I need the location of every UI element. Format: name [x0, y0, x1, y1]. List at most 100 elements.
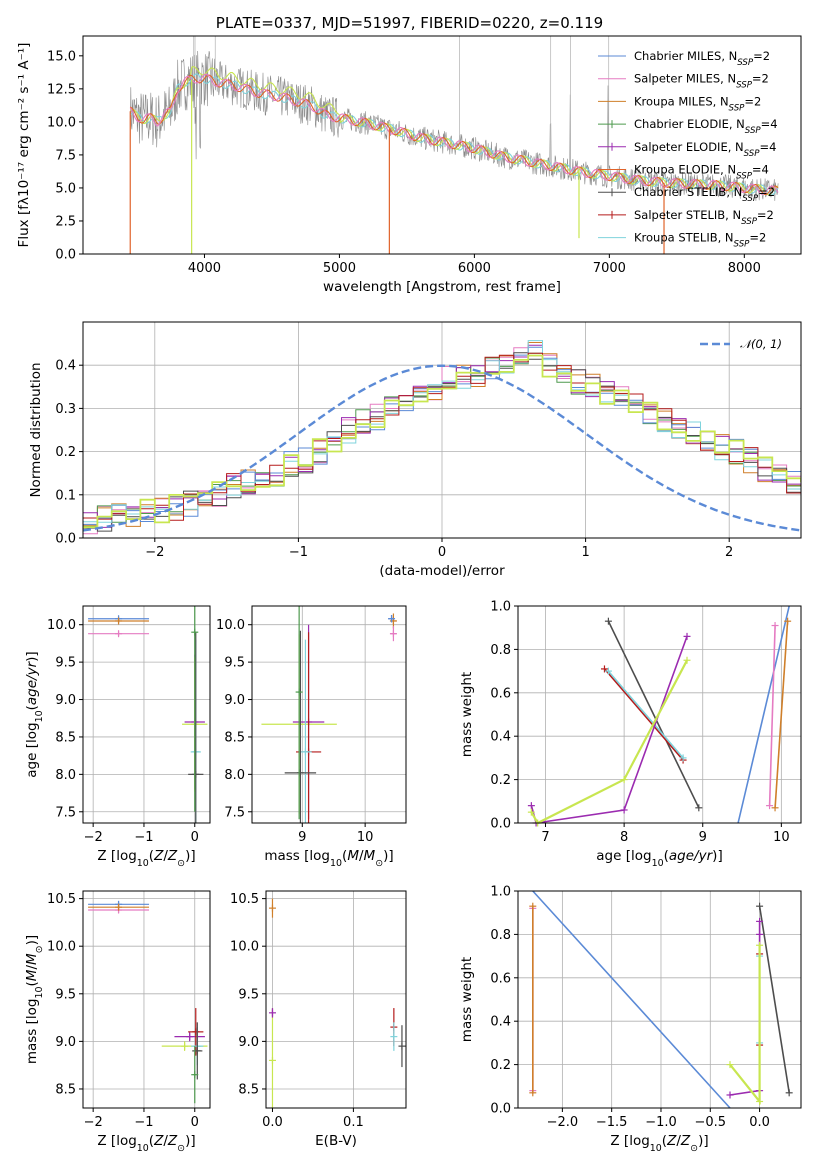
y-tick-label: 8.5 — [224, 730, 245, 745]
label-part: ⊙ — [34, 945, 45, 953]
label-part: ) — [698, 1133, 703, 1149]
y-tick-label: 0.2 — [55, 445, 76, 460]
weight-line — [768, 625, 776, 806]
y-tick-label: 9.0 — [224, 693, 245, 708]
label-part: e — [362, 279, 370, 295]
label-part: m — [264, 848, 277, 864]
legend-label-tail: =2 — [744, 94, 761, 108]
y-axis-label: mass weight — [459, 957, 475, 1042]
label-part: o — [491, 563, 499, 579]
y-tick-label: 0.0 — [490, 1102, 511, 1117]
y-tick-label: 9.5 — [238, 987, 259, 1002]
label-part: 10 — [34, 710, 45, 722]
weight-line — [607, 670, 684, 759]
label-part: g — [24, 761, 40, 770]
label-part: s — [499, 279, 506, 295]
weight-line — [729, 945, 761, 1105]
label-part: r — [450, 279, 456, 295]
weight-line — [737, 605, 790, 824]
y-tick-label: 5.0 — [55, 181, 76, 196]
x-tick-label: −1 — [134, 830, 153, 845]
label-part: ] — [190, 1133, 195, 1149]
label-part: i — [459, 979, 475, 983]
x-tick-label: −2 — [145, 545, 164, 560]
label-part: N — [28, 487, 44, 497]
plot-area — [88, 900, 208, 1104]
label-part: d — [385, 563, 394, 579]
legend-label-sub: SSP — [745, 126, 762, 136]
x-tick-label: −1.5 — [596, 1115, 628, 1130]
label-part: h — [459, 962, 475, 971]
legend-label-main: Kroupa ELODIE, N — [634, 163, 736, 177]
label-part: a — [596, 848, 604, 864]
residual-histogram — [83, 354, 801, 529]
label-part: u — [16, 227, 32, 236]
label-part: h — [459, 677, 475, 686]
label-part: A — [16, 60, 32, 70]
label-part: 1 — [16, 188, 32, 197]
label-part: o — [28, 371, 44, 379]
label-part: g — [379, 279, 388, 295]
axes-frame — [82, 35, 802, 255]
y-tick-label: 9.0 — [55, 693, 76, 708]
label-part: a — [407, 563, 415, 579]
y-tick-label: 12.5 — [47, 82, 76, 97]
label-part: 10 — [137, 1143, 149, 1154]
label-part: log — [309, 848, 330, 864]
residual-histogram — [83, 352, 801, 521]
label-part: ( — [662, 1133, 667, 1149]
label-part: ¹ — [16, 167, 32, 172]
x-tick-label: 1 — [581, 545, 589, 560]
label-part: d — [28, 431, 44, 440]
y-tick-label: 0.6 — [490, 971, 511, 986]
label-part: m — [16, 110, 32, 123]
label-part: h — [393, 279, 402, 295]
y-tick-label: 10.0 — [47, 115, 76, 130]
y-tick-label: 15.0 — [47, 49, 76, 64]
legend-label-sub: SSP — [736, 81, 753, 91]
label-part: t — [506, 279, 511, 295]
label-part: l — [458, 563, 462, 579]
label-part: log — [631, 848, 652, 864]
label-part: B — [329, 1133, 338, 1149]
label-part: 10 — [652, 858, 664, 869]
legend-label-tail: =4 — [752, 163, 769, 177]
y-tick-label: 0.0 — [55, 532, 76, 547]
label-part: g — [459, 971, 475, 980]
label-part: log — [116, 848, 137, 864]
label-part: b — [28, 397, 44, 406]
legend-label: Chabrier MILES, NSSP=2 — [634, 49, 770, 68]
label-part: ) — [712, 848, 717, 864]
legend-label: Kroupa ELODIE, NSSP=4 — [634, 163, 769, 182]
label-part: a — [24, 769, 40, 777]
label-part: ⊙ — [177, 1143, 185, 1154]
label-part: ⊙ — [177, 858, 185, 869]
y-axis-label: mass weight — [459, 672, 475, 757]
label-part: o — [455, 279, 463, 295]
label-part: ] — [703, 1133, 708, 1149]
legend-label-sub: SSP — [737, 58, 754, 68]
panel-age-vs-Z: −2 −1 07.58.08.59.09.510.0Z [log10(Z/Z⊙)]a… — [24, 605, 211, 869]
axes-frame — [517, 605, 802, 824]
legend-label: Kroupa STELIB, NSSP=2 — [634, 231, 766, 250]
label-part: ( — [24, 705, 40, 710]
x-tick-label: −1.0 — [645, 1115, 677, 1130]
label-part: ) — [383, 848, 388, 864]
label-part: f — [16, 204, 32, 210]
label-part: n — [371, 279, 380, 295]
label-part: ¹ — [16, 74, 32, 79]
legend-label: Chabrier STELIB, NSSP=2 — [634, 185, 775, 204]
panel-mass-vs-Z: −2 −1 08.59.09.510.010.5Z [log10(Z/Z⊙)]mas… — [24, 890, 211, 1154]
label-part: s — [459, 1007, 475, 1014]
axes-frame — [82, 890, 211, 1109]
legend-label: 𝒩(0, 1) — [740, 337, 782, 351]
label-part: [ — [406, 279, 411, 295]
weight-line — [607, 620, 700, 809]
label-part: d — [28, 444, 44, 453]
y-tick-label: 0.1 — [55, 488, 76, 503]
y-tick-label: 9.0 — [238, 1035, 259, 1050]
axes-frame — [82, 605, 211, 824]
x-tick-label: 0 — [438, 545, 446, 560]
label-part: w — [459, 991, 475, 1002]
label-part: e — [16, 149, 32, 157]
